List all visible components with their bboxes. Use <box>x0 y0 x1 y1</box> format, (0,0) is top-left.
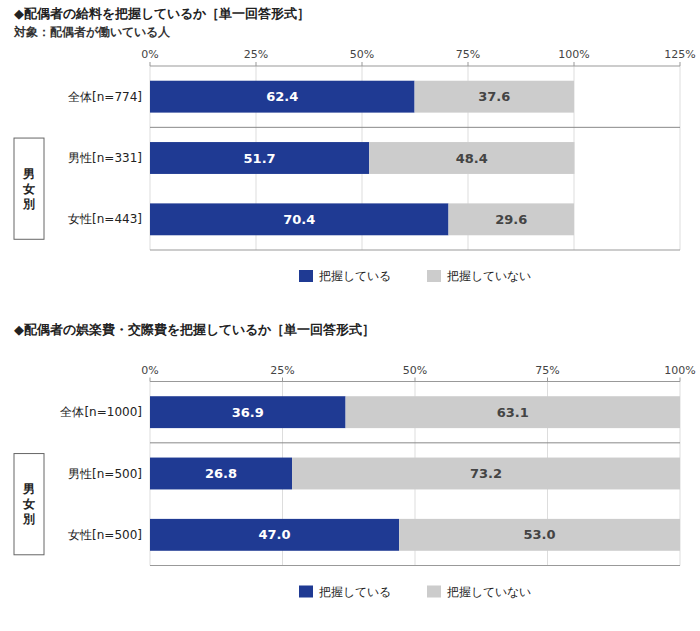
category-label: 女性[n=500] <box>68 528 142 542</box>
legend-label: 把握していない <box>447 269 531 283</box>
legend-swatch <box>427 270 441 282</box>
tick-label: 75% <box>535 364 559 377</box>
tick-mark <box>256 62 257 66</box>
tick-mark <box>468 62 469 66</box>
legend-swatch <box>299 270 313 282</box>
tick-mark <box>362 62 363 66</box>
data-label: 63.1 <box>497 405 529 420</box>
title: ◆配偶者の娯楽費・交際費を把握しているか［単一回答形式］ <box>14 322 375 337</box>
bar <box>150 142 369 174</box>
bar <box>415 81 574 113</box>
bar <box>150 396 346 428</box>
category-label: 全体[n=774] <box>68 90 142 104</box>
figure: ◆配偶者の給料を把握しているか［単一回答形式］ 対象：配偶者が働いている人 0% 25… <box>0 0 700 631</box>
tick-label: 100% <box>664 364 695 377</box>
legend-item: 把握している <box>299 269 391 283</box>
bars <box>150 81 574 236</box>
annotation-line: 別 <box>22 197 35 211</box>
axis-line <box>150 66 680 67</box>
data-label: 70.4 <box>283 212 315 227</box>
chart: ◆配偶者の娯楽費・交際費を把握しているか［単一回答形式］ 0% 25% 50% 75% 1… <box>14 322 696 599</box>
axis-line <box>150 381 680 382</box>
bar <box>292 458 680 490</box>
axis-line <box>150 250 680 251</box>
tick-label: 50% <box>403 364 427 377</box>
tick-label: 25% <box>270 364 294 377</box>
annotation-line: 女 <box>22 497 35 511</box>
bars <box>150 396 680 551</box>
category-label: 女性[n=443] <box>68 212 142 226</box>
bar <box>346 396 680 428</box>
data-label: 73.2 <box>470 466 502 481</box>
data-label: 29.6 <box>495 212 527 227</box>
data-label: 26.8 <box>205 466 237 481</box>
annotation-line: 男 <box>22 482 35 496</box>
tick-label: 0% <box>141 48 158 61</box>
category-label: 男性[n=331] <box>68 151 142 165</box>
group-box <box>14 454 44 555</box>
tick-label: 0% <box>141 364 158 377</box>
separator <box>150 442 680 443</box>
data-label: 47.0 <box>259 527 291 542</box>
bar <box>150 81 415 113</box>
bar <box>369 142 574 174</box>
bar <box>150 519 399 551</box>
annotation-line: 男 <box>22 167 35 181</box>
tick-mark <box>415 378 416 382</box>
legend: 把握している 把握していない <box>299 585 531 599</box>
tick-mark <box>680 378 681 382</box>
legend-label: 把握していない <box>447 585 531 599</box>
axis-line <box>150 565 680 566</box>
tick-label: 125% <box>664 48 695 61</box>
bar <box>448 203 574 235</box>
separator <box>150 127 680 128</box>
category-label: 男性[n=500] <box>68 467 142 481</box>
legend-item: 把握していない <box>427 269 531 283</box>
annotation-line: 女 <box>22 182 35 196</box>
legend-label: 把握している <box>319 269 391 283</box>
annotation: 男女別 <box>22 482 35 526</box>
tick-mark <box>150 378 151 382</box>
annotation-line: 別 <box>22 512 35 526</box>
background <box>0 0 700 631</box>
tick-mark <box>150 62 151 66</box>
tick-mark <box>680 62 681 66</box>
tick-label: 100% <box>558 48 589 61</box>
legend-item: 把握していない <box>427 585 531 599</box>
data-label: 53.0 <box>524 527 556 542</box>
legend-swatch <box>427 586 441 598</box>
bar <box>399 519 680 551</box>
annotation: 男女別 <box>22 167 35 211</box>
data-label: 51.7 <box>244 151 276 166</box>
tick-mark <box>547 378 548 382</box>
data-label: 36.9 <box>232 405 264 420</box>
data-labels: 36.9 26.8 47.0 63.1 73.2 53.0 <box>205 405 556 543</box>
data-label: 62.4 <box>266 89 298 104</box>
title: ◆配偶者の給料を把握しているか［単一回答形式］ <box>14 6 310 21</box>
tick-label: 50% <box>350 48 374 61</box>
data-label: 37.6 <box>478 89 510 104</box>
grid-line <box>680 66 681 250</box>
legend-label: 把握している <box>319 585 391 599</box>
legend-item: 把握している <box>299 585 391 599</box>
legend: 把握している 把握していない <box>299 269 531 283</box>
tick-mark <box>574 62 575 66</box>
data-label: 48.4 <box>456 151 488 166</box>
subtitle: 対象：配偶者が働いている人 <box>13 25 171 39</box>
chart: ◆配偶者の給料を把握しているか［単一回答形式］ 対象：配偶者が働いている人 0% 25… <box>13 6 696 283</box>
bar <box>150 203 448 235</box>
tick-label: 25% <box>244 48 268 61</box>
tick-mark <box>282 378 283 382</box>
tick-label: 75% <box>456 48 480 61</box>
category-label: 全体[n=1000] <box>60 405 142 419</box>
data-labels: 62.4 51.7 70.4 37.6 48.4 29.6 <box>244 89 528 227</box>
group-box <box>14 138 44 239</box>
legend-swatch <box>299 586 313 598</box>
bar <box>150 458 292 490</box>
